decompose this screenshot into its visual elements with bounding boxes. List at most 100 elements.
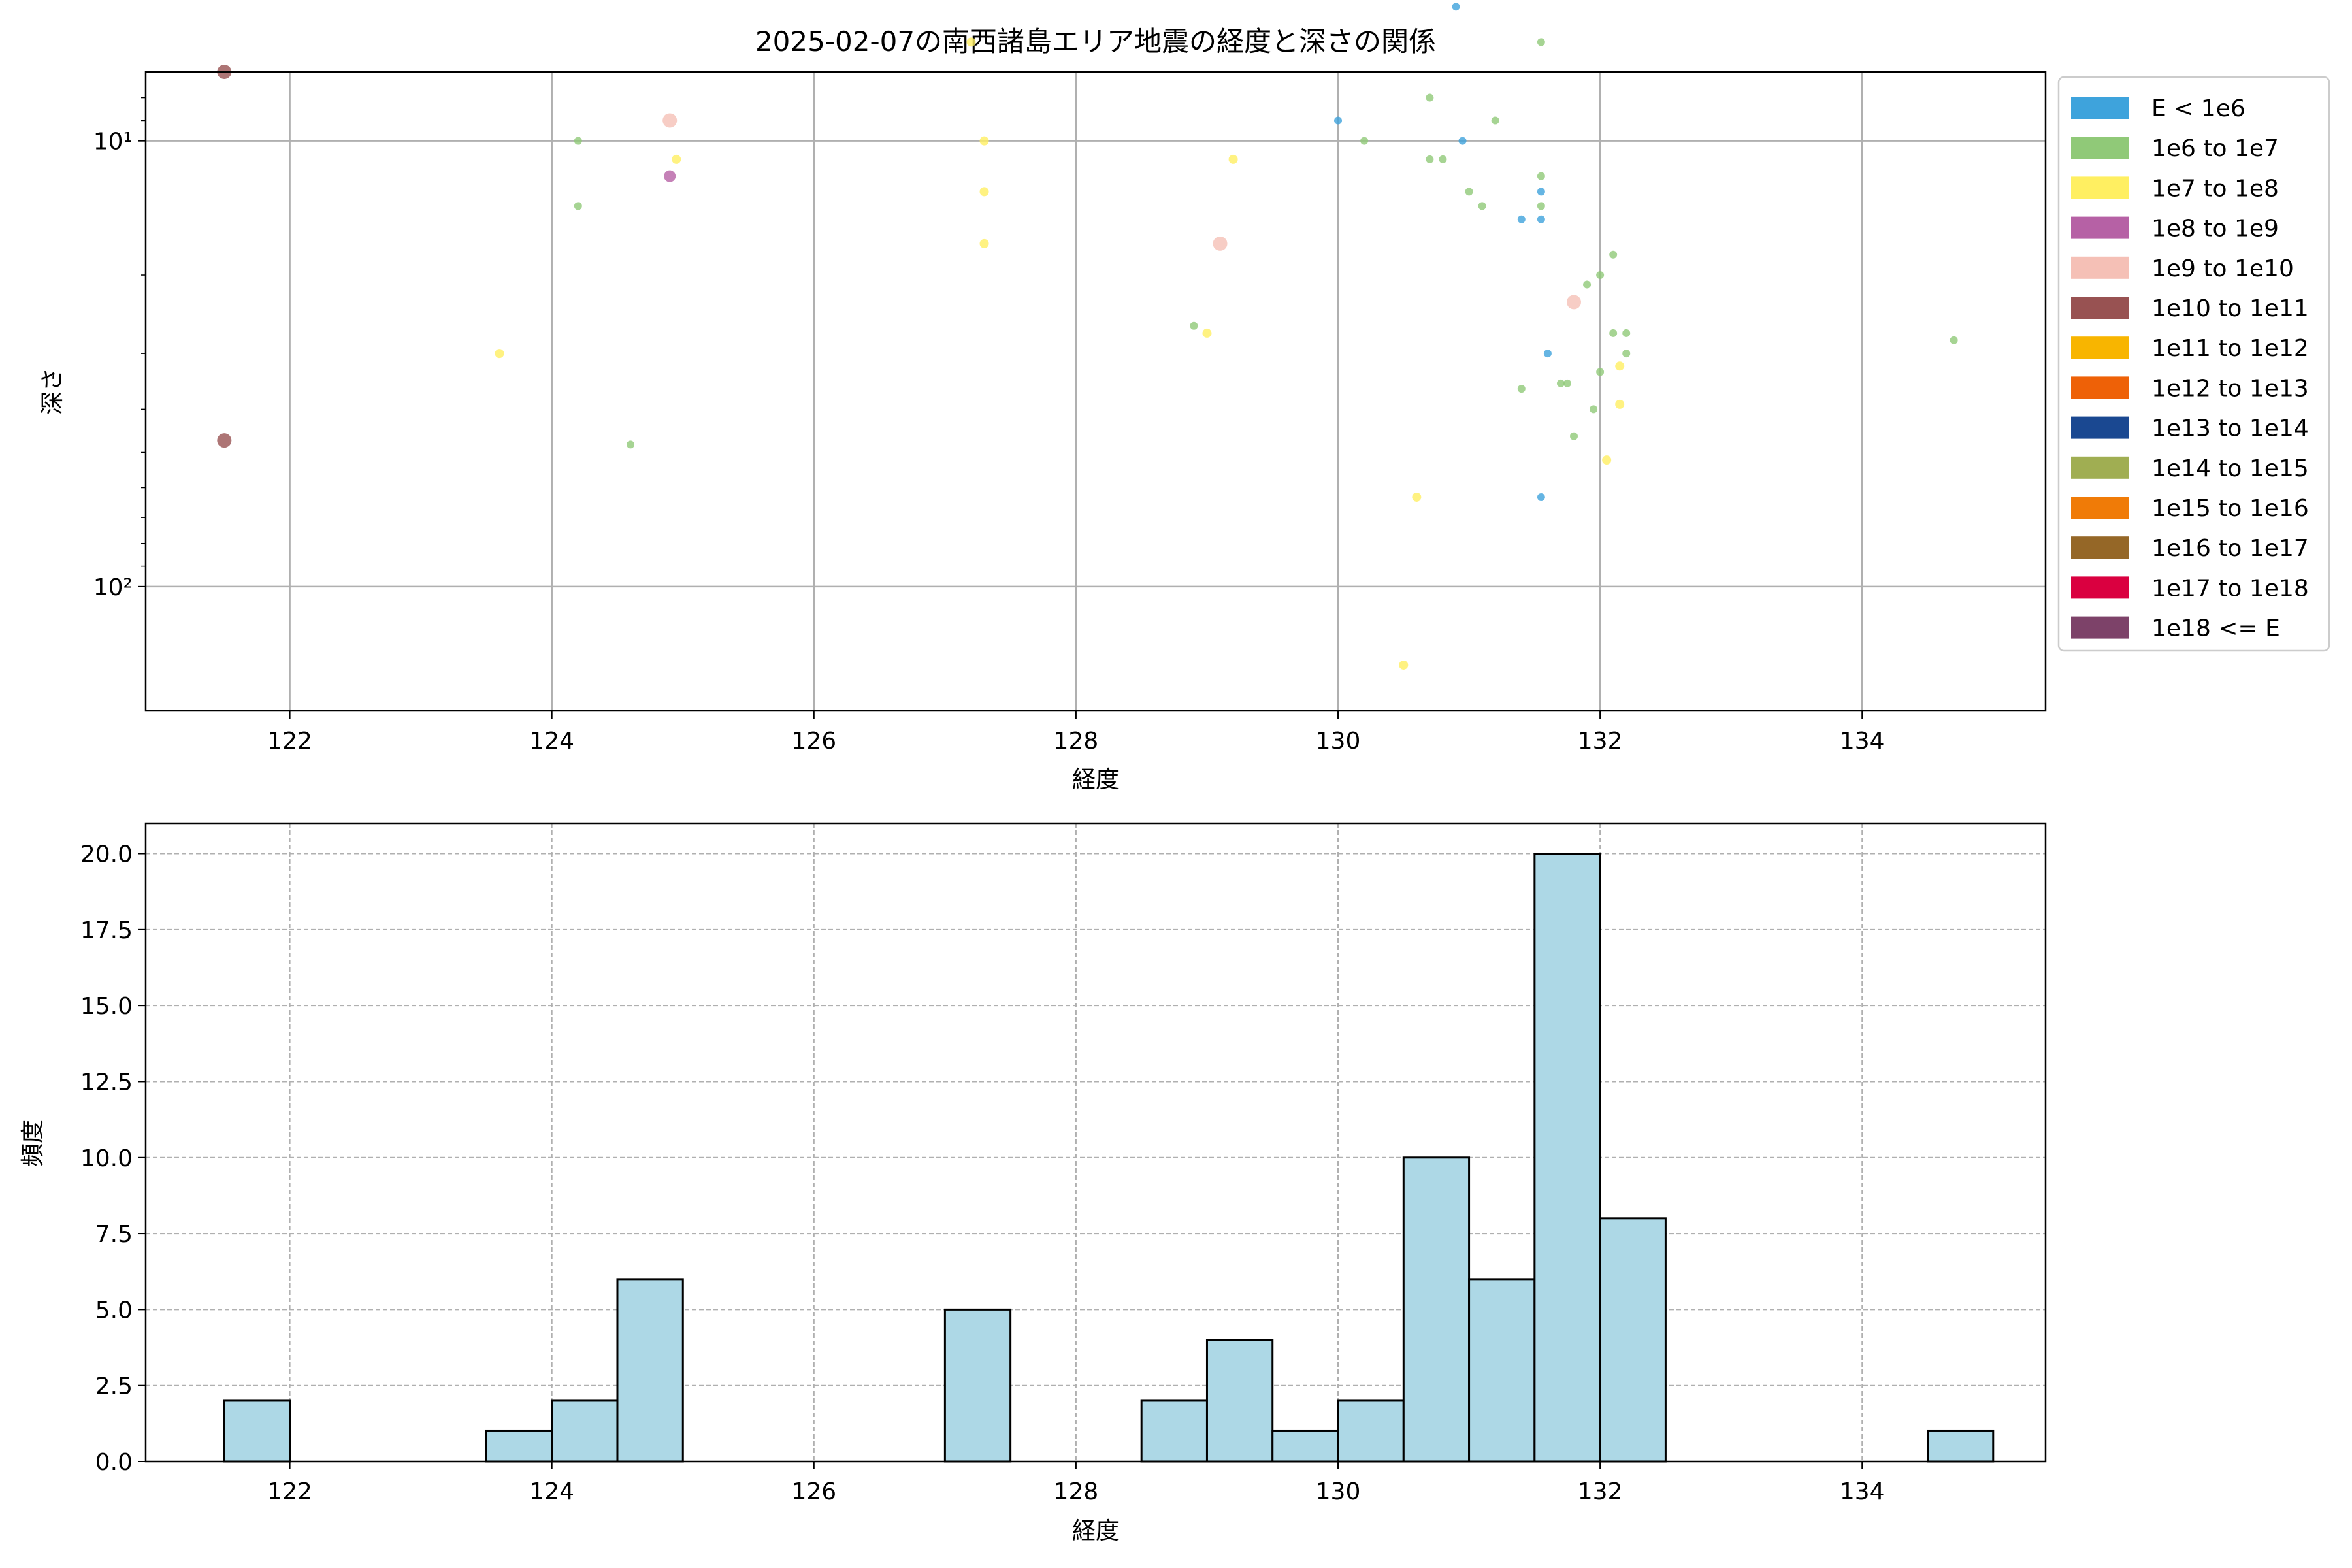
scatter-x-tick-label: 128	[1054, 728, 1099, 755]
histogram-x-tick-label: 124	[529, 1478, 574, 1505]
scatter-point	[1213, 236, 1228, 251]
scatter-points	[217, 3, 1958, 670]
scatter-point	[1556, 379, 1565, 387]
scatter-point	[1570, 432, 1578, 440]
scatter-point	[1950, 336, 1958, 344]
legend-swatch	[2071, 456, 2129, 479]
histogram-y-tick-label: 5.0	[95, 1297, 133, 1324]
scatter-x-tick-label: 132	[1578, 728, 1623, 755]
histogram-bar	[485, 1429, 553, 1463]
histogram-x-tick-label: 134	[1840, 1478, 1885, 1505]
scatter-point	[1537, 38, 1545, 46]
legend-swatch	[2071, 176, 2129, 199]
histogram-bar	[1927, 1429, 1995, 1463]
histogram-bar	[1468, 1278, 1536, 1463]
scatter-point	[1517, 385, 1526, 393]
histogram-y-tick-label: 2.5	[95, 1373, 133, 1400]
histogram-bar	[551, 1399, 619, 1463]
scatter-point	[217, 433, 232, 448]
scatter-grid	[146, 72, 2046, 711]
histogram-bar	[223, 1399, 291, 1463]
histogram-y-tick-label: 15.0	[80, 993, 133, 1020]
scatter-point	[1590, 405, 1598, 414]
scatter-point	[1622, 329, 1631, 337]
scatter-point	[662, 113, 678, 128]
scatter-point	[1478, 202, 1486, 210]
scatter-point	[1563, 379, 1571, 387]
legend-label: 1e14 to 1e15	[2151, 455, 2309, 482]
scatter-point	[1567, 295, 1582, 310]
scatter-point	[1458, 137, 1467, 145]
scatter-x-axis-label: 経度	[1072, 766, 1119, 793]
legend-swatch	[2071, 497, 2129, 519]
histogram-bar	[616, 1278, 684, 1463]
histogram-y-axis-label: 頻度	[20, 1120, 46, 1167]
legend-label: E < 1e6	[2151, 95, 2246, 122]
histogram-x-axis-label: 経度	[1072, 1518, 1119, 1544]
legend: E < 1e6 1e6 to 1e7 1e7 to 1e8 1e8 to 1e9 1e9…	[2057, 76, 2330, 652]
scatter-point	[1543, 350, 1552, 358]
histogram-ticks: 122 124 126 128 130 132 134 0.0 2.5 5.0 7.5 10.0 12.…	[80, 841, 1885, 1505]
scatter-point	[574, 137, 582, 145]
scatter-point	[1622, 350, 1631, 358]
scatter-point	[1439, 155, 1447, 163]
scatter-point	[1596, 368, 1605, 376]
scatter-plot-frame	[144, 71, 2047, 712]
legend-swatch	[2071, 216, 2129, 239]
scatter-point	[1615, 361, 1625, 371]
legend-swatch	[2071, 256, 2129, 279]
histogram-bar	[1533, 853, 1601, 1463]
histogram-bar	[1140, 1399, 1208, 1463]
histogram-bar	[1402, 1156, 1471, 1463]
scatter-point	[1399, 660, 1409, 670]
histogram-bars	[223, 853, 1995, 1463]
legend-label: 1e16 to 1e17	[2151, 535, 2309, 562]
scatter-point	[1615, 399, 1625, 409]
scatter-point	[1360, 137, 1369, 145]
legend-label: 1e15 to 1e16	[2151, 495, 2309, 522]
scatter-point	[1596, 271, 1605, 280]
legend-swatch	[2071, 576, 2129, 599]
legend-label: 1e11 to 1e12	[2151, 335, 2309, 362]
scatter-point	[1452, 3, 1460, 11]
histogram-plot-frame	[144, 822, 2047, 1463]
scatter-point	[1537, 172, 1545, 180]
scatter-point	[1609, 329, 1618, 337]
histogram-bar	[1271, 1429, 1339, 1463]
histogram-y-tick-label: 17.5	[80, 917, 133, 944]
scatter-point	[979, 238, 989, 248]
scatter-point	[1583, 280, 1592, 289]
histogram-y-tick-label: 20.0	[80, 841, 133, 868]
legend-swatch	[2071, 297, 2129, 319]
histogram-grid	[146, 823, 2046, 1462]
histogram-bar	[1337, 1399, 1405, 1463]
legend-swatch	[2071, 137, 2129, 159]
legend-label: 1e9 to 1e10	[2151, 255, 2294, 282]
scatter-point	[1609, 250, 1618, 259]
scatter-point	[1537, 188, 1545, 196]
scatter-point	[1537, 493, 1545, 501]
legend-swatch	[2071, 416, 2129, 439]
scatter-point	[664, 170, 676, 182]
scatter-point	[1190, 321, 1198, 330]
scatter-y-tick-label: 10¹	[93, 129, 133, 155]
scatter-point	[979, 187, 989, 197]
histogram-x-tick-label: 126	[791, 1478, 836, 1505]
scatter-point	[1537, 202, 1545, 210]
scatter-x-tick-label: 124	[529, 728, 574, 755]
scatter-point	[1202, 328, 1212, 338]
legend-label: 1e17 to 1e18	[2151, 575, 2309, 602]
scatter-y-tick-label: 10²	[93, 574, 133, 601]
legend-swatch	[2071, 616, 2129, 639]
histogram-y-tick-label: 7.5	[95, 1221, 133, 1248]
scatter-x-tick-label: 130	[1316, 728, 1361, 755]
scatter-point	[1334, 116, 1343, 125]
histogram-y-tick-label: 12.5	[80, 1069, 133, 1096]
legend-label: 1e18 <= E	[2151, 615, 2280, 642]
legend-label: 1e6 to 1e7	[2151, 135, 2279, 162]
scatter-point	[495, 349, 504, 359]
scatter-point	[574, 202, 582, 210]
scatter-point	[1412, 492, 1422, 502]
scatter-y-axis-label: 深さ	[39, 368, 66, 415]
scatter-point	[672, 154, 681, 164]
